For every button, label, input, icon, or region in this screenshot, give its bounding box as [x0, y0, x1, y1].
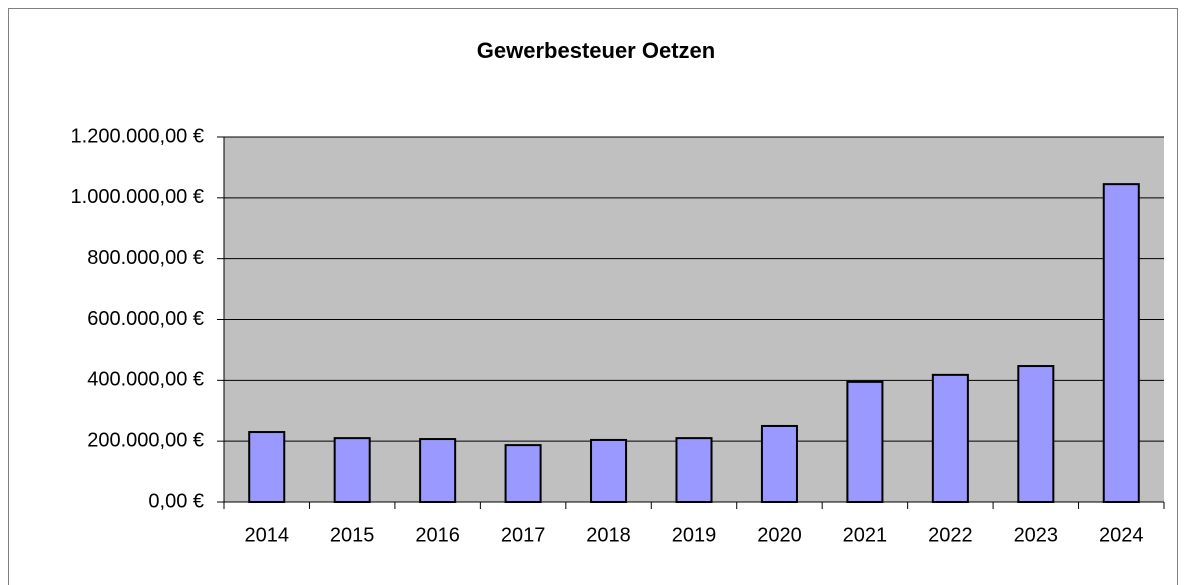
x-tick-label: 2024: [1099, 524, 1144, 546]
x-tick-label: 2014: [244, 524, 289, 546]
bar: [504, 444, 542, 503]
x-tick-label: 2018: [586, 524, 631, 546]
x-tick-label: 2017: [501, 524, 546, 546]
x-tick-label: 2021: [843, 524, 888, 546]
bar: [419, 438, 457, 504]
y-tick-label: 1.200.000,00 €: [71, 125, 204, 147]
bar: [1102, 183, 1140, 503]
y-tick-label: 0,00 €: [148, 490, 204, 512]
bar: [760, 424, 798, 504]
y-tick-label: 200.000,00 €: [87, 429, 204, 451]
y-tick-label: 800.000,00 €: [87, 247, 204, 269]
bar: [846, 380, 884, 503]
x-tick-label: 2022: [928, 524, 973, 546]
bar: [333, 437, 371, 503]
bar: [931, 373, 969, 504]
x-tick-label: 2019: [672, 524, 717, 546]
x-tick-label: 2023: [1014, 524, 1059, 546]
bar: [248, 431, 286, 503]
y-tick-label: 600.000,00 €: [87, 308, 204, 330]
x-tick-label: 2020: [757, 524, 802, 546]
bar: [1017, 365, 1055, 503]
y-tick-label: 400.000,00 €: [87, 369, 204, 391]
bar: [675, 437, 713, 503]
x-tick-label: 2015: [330, 524, 375, 546]
chart-title: Gewerbesteuer Oetzen: [477, 38, 715, 63]
bar: [590, 438, 628, 504]
x-tick-label: 2016: [415, 524, 460, 546]
y-tick-label: 1.000.000,00 €: [71, 186, 204, 208]
